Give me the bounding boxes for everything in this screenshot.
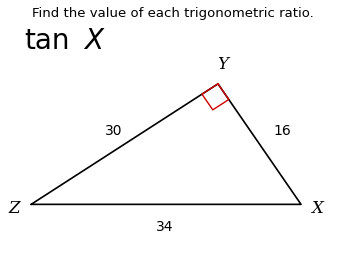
Text: X: X xyxy=(311,200,322,217)
Text: Z: Z xyxy=(8,200,20,217)
Text: 30: 30 xyxy=(106,124,123,138)
Text: Find the value of each trigonometric ratio.: Find the value of each trigonometric rat… xyxy=(32,7,314,20)
Text: 16: 16 xyxy=(273,124,291,138)
Text: tan: tan xyxy=(24,27,70,54)
Text: $X$: $X$ xyxy=(83,27,106,54)
Text: Y: Y xyxy=(218,56,229,73)
Text: 34: 34 xyxy=(156,220,173,234)
